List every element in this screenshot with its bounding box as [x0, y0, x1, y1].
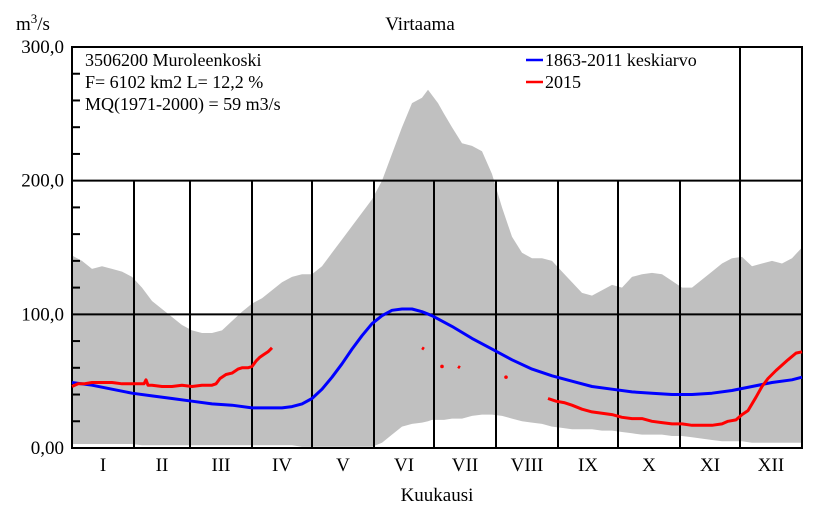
series-line	[71, 307, 803, 410]
station-name: 3506200 Muroleenkoski	[85, 50, 261, 70]
month-label: IV	[272, 455, 292, 476]
y-tick-label: 0,00	[31, 438, 64, 459]
range-band-layer	[72, 89, 802, 447]
legend: 1863-2011 keskiarvo 2015	[526, 50, 697, 92]
station-info: 3506200 Muroleenkoski F= 6102 km2 L= 12,…	[85, 50, 281, 115]
y-axis-label: m3/s	[16, 11, 50, 35]
station-area: F= 6102 km2 L= 12,2 %	[85, 72, 263, 92]
chart-title: Virtaama	[385, 14, 455, 35]
y-ticks-layer: 0,00 100,0 200,0 300,0	[21, 37, 80, 459]
station-mq: MQ(1971-2000) = 59 m3/s	[85, 94, 281, 115]
series-line	[547, 350, 803, 427]
grid-layer	[71, 46, 803, 449]
month-label: VI	[394, 455, 414, 476]
y-tick-label: 100,0	[21, 304, 64, 325]
month-label: II	[156, 455, 169, 476]
month-label: XI	[700, 455, 720, 476]
series-line	[457, 365, 461, 370]
series-layer	[71, 307, 803, 427]
series-point	[504, 375, 508, 379]
legend-label-2015: 2015	[545, 72, 581, 92]
month-label: VII	[452, 455, 478, 476]
range-band	[72, 89, 802, 447]
series-line	[71, 346, 274, 388]
x-tick-labels: I II III IV V VI VII VIII IX X XI XII	[100, 455, 784, 476]
month-label: X	[642, 455, 656, 476]
legend-label-mean: 1863-2011 keskiarvo	[545, 50, 697, 70]
month-label: IX	[578, 455, 598, 476]
y-tick-label: 300,0	[21, 37, 64, 58]
month-label: V	[336, 455, 350, 476]
y-axis-label-superscript: 3	[31, 11, 38, 26]
series-point	[440, 364, 444, 369]
month-label: XII	[758, 455, 784, 476]
month-label: VIII	[511, 455, 544, 476]
y-tick-label: 200,0	[21, 171, 64, 192]
month-label: I	[100, 455, 106, 476]
plot-frame	[71, 46, 803, 449]
series-line	[421, 346, 425, 351]
x-axis-label: Kuukausi	[401, 485, 474, 506]
month-label: III	[212, 455, 231, 476]
